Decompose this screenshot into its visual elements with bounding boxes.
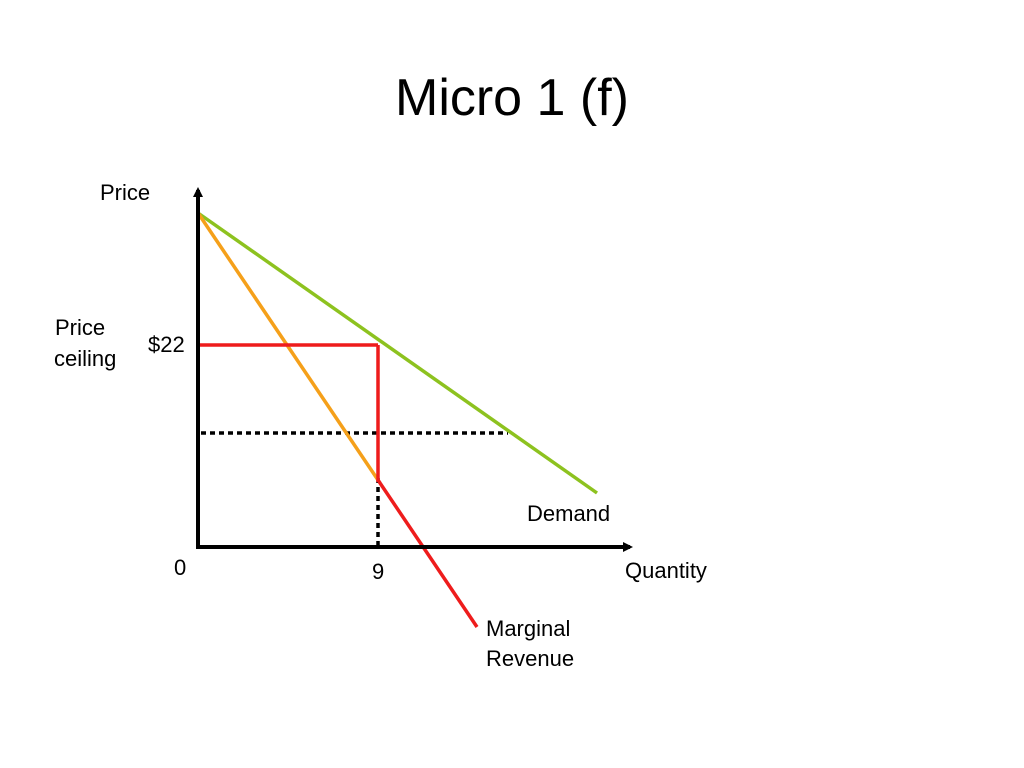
price-ceiling-label-line2: ceiling: [54, 346, 117, 371]
x-axis-label: Quantity: [625, 558, 707, 583]
demand-label: Demand: [527, 501, 611, 526]
price-ceiling-label-line1: Price: [55, 315, 106, 340]
demand-curve: [196, 211, 599, 495]
slide-title: Micro 1 (f): [395, 69, 629, 127]
marginal-revenue-label-line2: Revenue: [486, 646, 575, 671]
quantity-marker-label: 9: [372, 559, 385, 584]
origin-label: 0: [174, 555, 187, 580]
y-axis-label: Price: [100, 180, 151, 205]
price-ceiling-value: $22: [148, 332, 185, 357]
marginal-revenue-label-line1: Marginal: [486, 616, 571, 641]
marginal-revenue-lower-segment: [376, 479, 479, 628]
